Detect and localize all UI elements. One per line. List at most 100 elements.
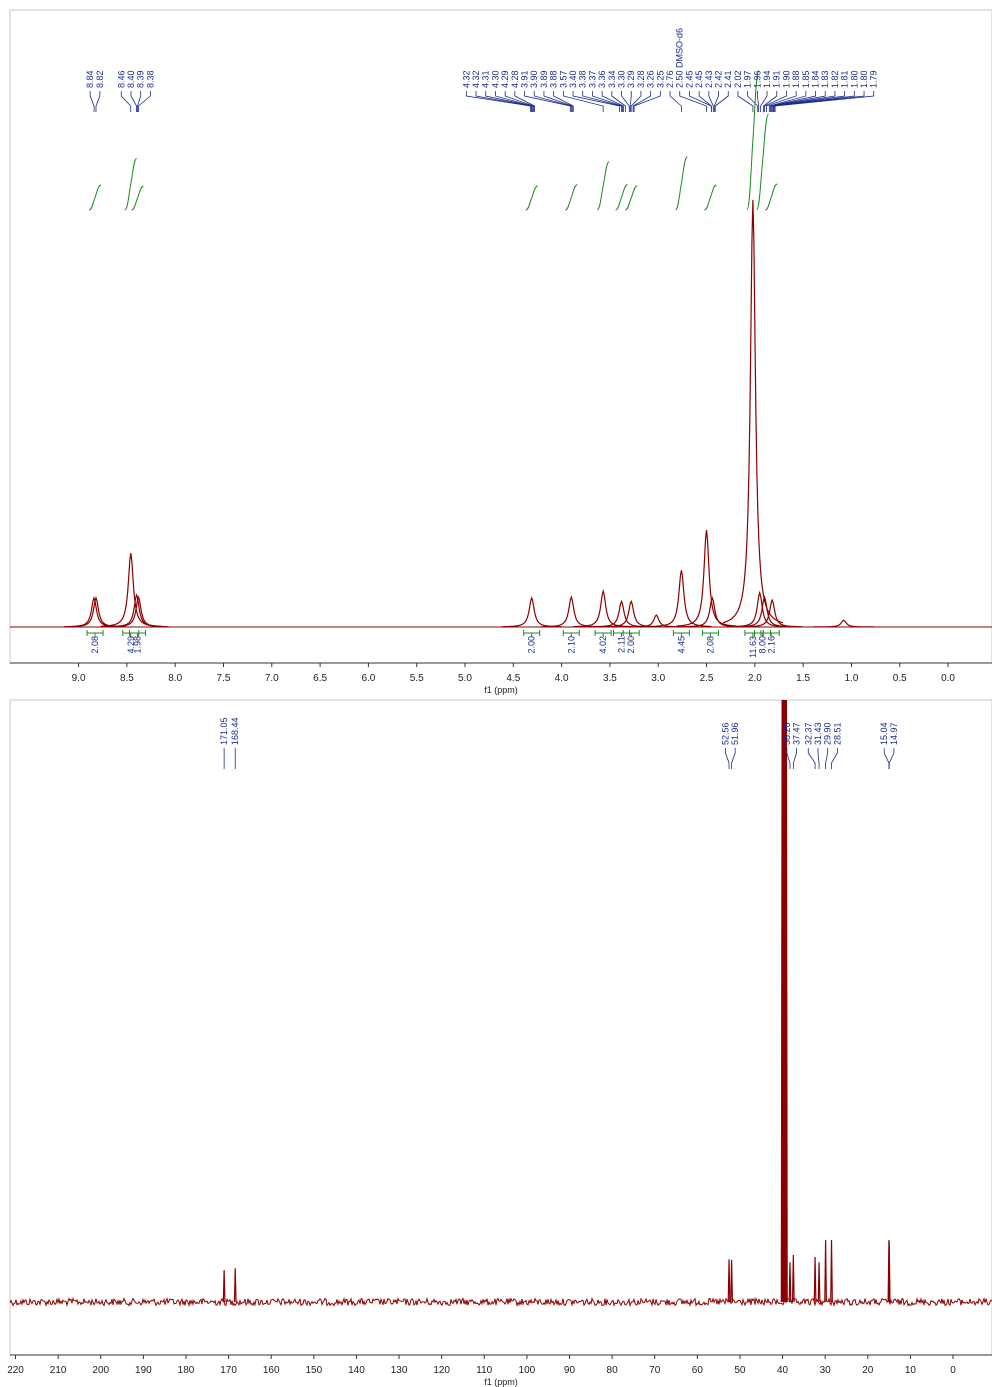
peak-label: 4.31 xyxy=(481,70,491,88)
x-tick-label: 2.0 xyxy=(748,673,762,684)
x-tick-label: 120 xyxy=(433,1365,450,1376)
peak-label-connector xyxy=(562,91,604,112)
integral-label: 2.08 xyxy=(705,636,715,654)
peak-label: 1.84 xyxy=(811,70,821,88)
peak-label-connector xyxy=(679,91,707,112)
plot-frame xyxy=(9,9,992,664)
peak-label-connector xyxy=(553,91,574,112)
x-axis-label: f1 (ppm) xyxy=(484,685,518,695)
peak-label-connector xyxy=(708,91,714,112)
peak-label: 1.90 xyxy=(781,70,791,88)
x-tick-label: 2.5 xyxy=(700,673,714,684)
peak-label: 3.30 xyxy=(617,70,627,88)
integral-label: 2.00 xyxy=(527,636,537,654)
x-tick-label: 1.5 xyxy=(796,673,810,684)
integral-label: 11.63 xyxy=(748,636,758,658)
peak-label: 1.88 xyxy=(791,70,801,88)
peak-label: 1.80 xyxy=(859,70,869,88)
peak-label: 3.89 xyxy=(539,70,549,88)
integral-label: 2.10 xyxy=(566,636,576,654)
x-tick-label: 40 xyxy=(777,1365,789,1376)
x-tick-label: 4.0 xyxy=(555,673,569,684)
peak-label: 1.94 xyxy=(762,70,772,88)
peak-label: 38.26 xyxy=(782,722,792,745)
peak-label: 3.88 xyxy=(549,70,559,88)
peak-label-connector xyxy=(137,91,142,112)
x-tick-label: 3.5 xyxy=(603,673,617,684)
x-tick-label: 30 xyxy=(820,1365,832,1376)
peak-label-connector xyxy=(792,748,797,769)
x-tick-label: 0.5 xyxy=(893,673,907,684)
peak-label-connector xyxy=(769,91,816,112)
peak-label: 8.82 xyxy=(95,70,105,88)
peak-label: 4.28 xyxy=(510,70,520,88)
peak-label-connector xyxy=(592,91,623,112)
peak-label-connector xyxy=(756,91,760,112)
peak-label-connector xyxy=(771,91,836,112)
peak-label-connector xyxy=(883,748,890,769)
peak-label: 3.38 xyxy=(578,70,588,88)
peak-label-connector xyxy=(89,91,95,112)
integral-bracket xyxy=(754,630,772,637)
peak-label-connector xyxy=(760,91,768,112)
x-tick-label: 3.0 xyxy=(651,673,665,684)
peak-label-connector xyxy=(825,748,829,769)
x-tick-label: 100 xyxy=(519,1365,536,1376)
peak xyxy=(813,619,874,628)
peak-label-connector xyxy=(504,91,535,112)
peak-label: 3.91 xyxy=(520,70,530,88)
x-tick-label: 90 xyxy=(564,1365,576,1376)
peak-label-connector xyxy=(138,91,151,112)
peak xyxy=(887,1241,891,1303)
integral-bracket xyxy=(701,630,719,637)
peak-label: 3.28 xyxy=(636,70,646,88)
x-tick-label: 5.5 xyxy=(410,673,424,684)
peak-label-connector xyxy=(629,91,632,112)
peak-label-connector xyxy=(764,91,787,112)
peak-label-connector xyxy=(786,748,791,769)
peak-label-connector xyxy=(120,91,132,112)
x-tick-label: 210 xyxy=(50,1365,67,1376)
peak-label-connector xyxy=(524,91,571,112)
x-tick-label: 180 xyxy=(178,1365,195,1376)
integral-label: 2.11 xyxy=(617,636,627,653)
integral-curve xyxy=(124,158,138,211)
x-axis-label: f1 (ppm) xyxy=(484,1377,518,1387)
integral-label: 8.00 xyxy=(758,636,768,654)
integral-bracket xyxy=(613,630,631,637)
peak-label: 1.83 xyxy=(820,70,830,88)
integral-label: 1.98 xyxy=(133,636,143,654)
integral-curve xyxy=(756,113,770,211)
peak xyxy=(233,1268,237,1303)
noise-baseline xyxy=(10,1296,992,1308)
x-tick-label: 5.0 xyxy=(458,673,472,684)
plot-area xyxy=(10,199,992,628)
peak-label: 31.43 xyxy=(813,722,823,745)
peak-label: 3.29 xyxy=(626,70,636,88)
integral-curve xyxy=(615,184,628,211)
peak xyxy=(222,1270,226,1303)
integral-curve xyxy=(88,184,102,211)
peak-label-connector xyxy=(774,91,875,112)
x-tick-label: 7.0 xyxy=(265,673,279,684)
x-tick-label: 8.5 xyxy=(120,673,134,684)
plot-frame xyxy=(9,699,992,1356)
peak-label: 168.44 xyxy=(230,717,240,745)
x-tick-label: 20 xyxy=(862,1365,874,1376)
peak-label: 8.39 xyxy=(136,70,146,88)
x-tick-label: 6.0 xyxy=(361,673,375,684)
peak-label-connector xyxy=(698,91,712,112)
peak-label: 3.90 xyxy=(529,70,539,88)
x-tick-label: 0 xyxy=(950,1365,956,1376)
integral-bracket xyxy=(744,630,762,637)
peak xyxy=(813,1256,817,1303)
peak-label: 3.26 xyxy=(646,70,656,88)
peak-label-connector xyxy=(572,91,620,112)
peak-label-connector xyxy=(831,748,838,769)
peak-label-connector xyxy=(772,91,846,112)
peak-label: 3.37 xyxy=(587,70,597,88)
peak-label-connector xyxy=(770,91,826,112)
peak-label: 4.32 xyxy=(461,70,471,88)
peak-label-connector xyxy=(533,91,572,112)
integral-bracket xyxy=(562,630,580,637)
